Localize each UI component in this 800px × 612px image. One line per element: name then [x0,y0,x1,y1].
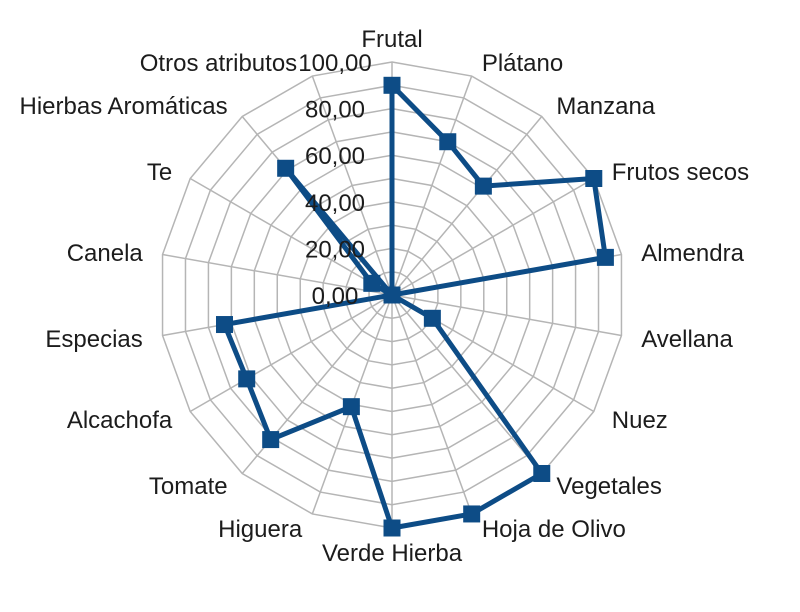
data-point-alcachofa [238,370,256,388]
category-label-te: Te [147,159,172,186]
category-label-frutal: Frutal [361,26,422,53]
data-point-hierbas-aromaticas [277,159,295,177]
category-label-hierbas-aromaticas: Hierbas Aromáticas [20,93,228,120]
grid-ring-80 [207,107,577,483]
grid-ring-30 [322,224,462,366]
data-point-higuera [342,398,360,416]
category-label-frutos-secos: Frutos secos [612,159,749,186]
radial-tick-label-5: 100,00 [298,50,371,77]
category-label-vegetales: Vegetales [556,473,661,500]
series-polygon [221,82,608,531]
data-point-especias [215,316,233,334]
data-point-otros-atributos [383,286,401,304]
grid-ring-70 [230,131,554,459]
category-label-hoja-de-olivo: Hoja de Olivo [482,516,626,543]
grid-ring-40 [299,201,485,389]
category-label-manzana: Manzana [556,93,655,120]
grid-ring-50 [276,177,508,413]
radial-tick-label-1: 20,00 [305,236,365,263]
radial-tick-label-0: 0,00 [312,283,359,310]
grid-ring-90 [184,84,600,506]
category-label-verde-hierba: Verde Hierba [322,540,463,567]
category-label-otros-atributos: Otros atributos [140,50,297,77]
category-label-tomate: Tomate [149,473,228,500]
data-point-nuez [423,309,441,327]
data-point-vegetales [533,464,551,482]
data-point-verde-hierba [383,519,401,537]
data-point-manzana [474,177,492,195]
category-label-canela: Canela [67,240,144,267]
radial-tick-label-3: 60,00 [305,143,365,170]
category-label-avellana: Avellana [641,326,733,353]
data-point-almendra [596,248,614,266]
category-label-almendra: Almendra [641,240,744,267]
category-label-platano: Plátano [482,50,563,77]
radial-tick-label-2: 40,00 [305,190,365,217]
data-point-tomate [262,431,280,449]
radial-tick-label-4: 80,00 [305,97,365,124]
category-label-higuera: Higuera [218,516,303,543]
category-label-especias: Especias [45,326,142,353]
data-point-te [363,274,381,292]
grid-ring-20 [345,247,439,343]
category-label-alcachofa: Alcachofa [67,407,173,434]
data-point-platano [439,133,457,151]
data-point-frutal [383,76,401,94]
grid-ring-60 [253,154,531,436]
data-point-frutos-secos [585,170,603,187]
data-point-hoja-de-olivo [463,505,481,523]
category-label-nuez: Nuez [612,407,668,434]
